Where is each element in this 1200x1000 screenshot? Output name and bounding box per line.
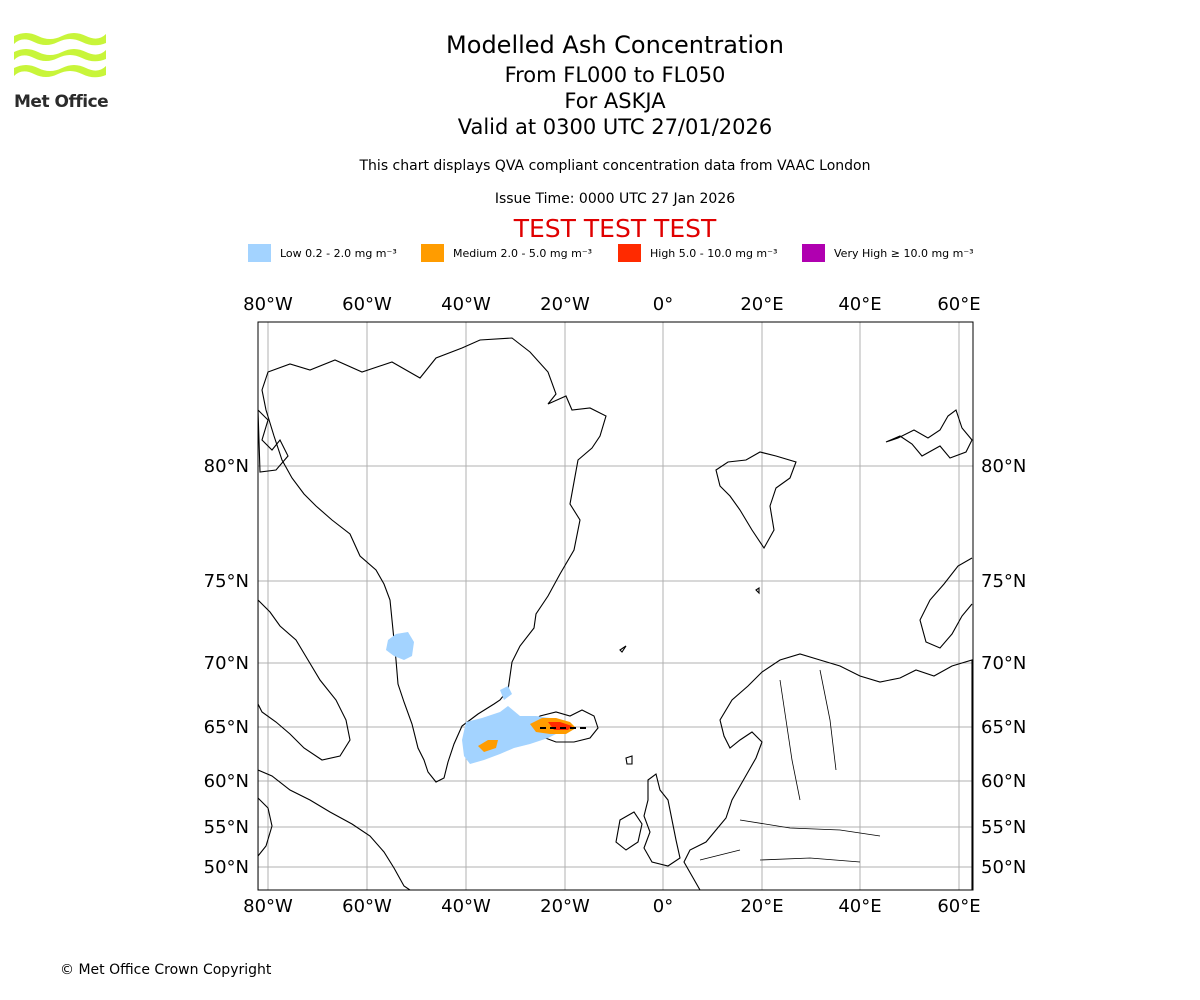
graticule	[258, 322, 973, 890]
latitude-label: 65°N	[204, 717, 249, 738]
issue-time: Issue Time: 0000 UTC 27 Jan 2026	[494, 191, 736, 207]
latitude-label: 65°N	[981, 717, 1026, 738]
ellesmere-coast	[258, 409, 289, 473]
longitude-label: 40°E	[838, 294, 881, 315]
hudson-coast	[258, 797, 273, 857]
legend-swatch-medium	[421, 244, 444, 262]
faroe-coast	[625, 755, 633, 765]
map-frame	[257, 321, 974, 891]
longitude-label: 20°W	[540, 896, 590, 917]
labrador-coast	[258, 769, 411, 890]
level-range: From FL000 to FL050	[504, 63, 726, 87]
volcano-name: For ASKJA	[564, 89, 666, 113]
country-borders	[699, 669, 881, 863]
valid-time: Valid at 0300 UTC 27/01/2026	[457, 115, 773, 139]
map-area	[258, 322, 973, 890]
longitude-label: 20°W	[540, 294, 590, 315]
longitude-label: 80°W	[243, 896, 293, 917]
latitude-label: 75°N	[204, 571, 249, 592]
latitude-label: 70°N	[981, 653, 1026, 674]
latitude-label: 80°N	[204, 456, 249, 477]
logo-text: Met Office	[14, 92, 109, 112]
latitude-label: 50°N	[204, 857, 249, 878]
longitude-label: 40°E	[838, 896, 881, 917]
legend-label-high: High 5.0 - 10.0 mg m⁻³	[650, 246, 778, 260]
longitude-label: 60°W	[342, 896, 392, 917]
longitude-labels-top: 80°W 60°W 40°W 20°W 0° 20°E 40°E 60°E	[243, 294, 980, 315]
longitude-label: 40°W	[441, 294, 491, 315]
longitude-label: 60°E	[937, 896, 980, 917]
latitude-label: 75°N	[981, 571, 1026, 592]
svalbard-coast	[715, 451, 797, 550]
test-banner: TEST TEST TEST	[513, 214, 717, 243]
legend-label-low: Low 0.2 - 2.0 mg m⁻³	[280, 246, 397, 260]
ash-area-low	[500, 686, 512, 700]
longitude-label: 60°E	[937, 294, 980, 315]
jan-mayen-coast	[619, 645, 627, 653]
latitude-label: 55°N	[204, 817, 249, 838]
longitude-label: 40°W	[441, 896, 491, 917]
coastlines	[258, 337, 973, 890]
legend-swatch-high	[618, 244, 641, 262]
legend-label-very-high: Very High ≥ 10.0 mg m⁻³	[834, 246, 974, 260]
legend-swatch-low	[248, 244, 271, 262]
longitude-label: 20°E	[740, 294, 783, 315]
ash-concentration	[386, 632, 586, 764]
compliance-note: This chart displays QVA compliant concen…	[359, 158, 871, 174]
latitude-label: 70°N	[204, 653, 249, 674]
page-title: Modelled Ash Concentration	[446, 31, 784, 59]
legend-label-medium: Medium 2.0 - 5.0 mg m⁻³	[453, 246, 593, 260]
ash-area-medium	[478, 740, 498, 752]
longitude-label: 0°	[653, 896, 673, 917]
legend-item-very-high: Very High ≥ 10.0 mg m⁻³	[802, 244, 974, 262]
latitude-labels-left: 80°N 75°N 70°N 65°N 60°N 55°N 50°N	[204, 456, 249, 878]
ireland-coast	[615, 811, 643, 851]
legend-item-low: Low 0.2 - 2.0 mg m⁻³	[248, 244, 397, 262]
europe-coast	[683, 653, 973, 890]
chart-titles: Modelled Ash Concentration From FL000 to…	[315, 30, 915, 140]
copyright: © Met Office Crown Copyright	[60, 962, 272, 978]
latitude-label: 80°N	[981, 456, 1026, 477]
axis-labels: 80°W 60°W 40°W 20°W 0° 20°E 40°E 60°E 80°W 60°W 4…	[204, 294, 1027, 917]
latitude-label: 60°N	[204, 771, 249, 792]
greenland-coast	[261, 337, 607, 783]
latitude-label: 60°N	[981, 771, 1026, 792]
latitude-label: 50°N	[981, 857, 1026, 878]
latitude-labels-right: 80°N 75°N 70°N 65°N 60°N 55°N 50°N	[981, 456, 1026, 878]
latitude-label: 55°N	[981, 817, 1026, 838]
longitude-label: 0°	[653, 294, 673, 315]
met-office-logo: Met Office	[14, 30, 114, 112]
baffin-island-coast	[258, 599, 351, 761]
franz-josef-land-coast	[885, 409, 973, 459]
novaya-zemlya-coast	[919, 557, 973, 649]
longitude-label: 20°E	[740, 896, 783, 917]
longitude-labels-bottom: 80°W 60°W 40°W 20°W 0° 20°E 40°E 60°E	[243, 896, 980, 917]
legend-item-high: High 5.0 - 10.0 mg m⁻³	[618, 244, 777, 262]
legend-swatch-very-high	[802, 244, 825, 262]
longitude-label: 60°W	[342, 294, 392, 315]
legend-item-medium: Medium 2.0 - 5.0 mg m⁻³	[421, 244, 592, 262]
great-britain-coast	[643, 773, 681, 867]
longitude-label: 80°W	[243, 294, 293, 315]
bear-island-coast	[755, 586, 760, 595]
ash-area-low	[386, 632, 414, 660]
met-office-wave-icon	[14, 33, 106, 78]
